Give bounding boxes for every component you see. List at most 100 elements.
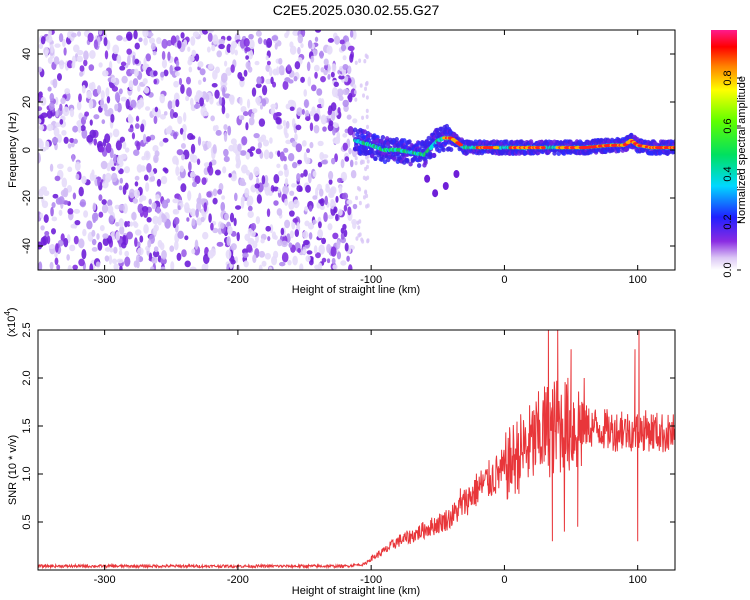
- spectrogram-cell: [286, 64, 291, 72]
- spectrogram-cell: [71, 153, 75, 162]
- spectrogram-cell: [82, 228, 87, 237]
- spectrogram-cell: [126, 220, 131, 227]
- spectrogram-cell: [60, 233, 65, 243]
- spectrogram-cell: [81, 128, 88, 139]
- spectrogram-cell: [233, 217, 237, 227]
- spectrogram-cell: [50, 228, 56, 235]
- spectrogram-cell: [277, 150, 281, 157]
- spectrogram-cell: [257, 141, 262, 149]
- snr-x-tick-label: -100: [360, 574, 382, 586]
- spectrogram-cell: [266, 37, 273, 48]
- spectrogram-cell: [261, 98, 267, 107]
- spectrogram-cell: [182, 112, 187, 122]
- snr-series-line: [38, 330, 675, 570]
- spectrogram-cell: [320, 67, 325, 73]
- spectrogram-cell: [78, 238, 85, 249]
- colorbar-gradient: [711, 30, 737, 270]
- spectrogram-cell: [72, 125, 79, 133]
- spectrogram-cell: [313, 113, 320, 122]
- spectrogram-cell: [236, 158, 242, 167]
- spectrogram-cell: [38, 106, 43, 112]
- spectrogram-cell: [364, 81, 368, 87]
- spectrogram-cell: [72, 192, 77, 200]
- spectrogram-cell: [287, 153, 295, 162]
- spectrogram-cell: [321, 237, 327, 245]
- spectrogram-cell: [103, 103, 108, 112]
- snr-y-tick-label: 2.0: [21, 370, 33, 385]
- snr-marks: [38, 330, 675, 570]
- spectrogram-cell: [224, 60, 228, 67]
- spectrogram-cell: [42, 235, 48, 246]
- spectrogram-cell: [354, 155, 358, 161]
- spectrogram-cell: [98, 145, 105, 153]
- spectrogram-cell: [116, 258, 124, 264]
- spectrogram-cell: [54, 257, 59, 266]
- spectrogram-cell: [240, 105, 247, 113]
- spectrogram-cell: [120, 96, 127, 102]
- spectrogram-cell: [336, 251, 342, 260]
- spectrogram-cell: [69, 244, 76, 252]
- spectrogram-cell: [133, 149, 140, 157]
- spectrogram-cell: [331, 63, 337, 73]
- spectrogram-cell: [194, 53, 200, 62]
- spectrogram-cell: [250, 112, 255, 119]
- spectrogram-cell: [359, 83, 363, 88]
- spectrogram-cell: [131, 211, 137, 221]
- spectrogram-cell: [258, 118, 266, 127]
- spectrogram-cell: [214, 89, 220, 99]
- spectrogram-cell: [160, 257, 167, 265]
- spectrogram-cell: [84, 111, 90, 117]
- spectrogram-cell: [167, 100, 173, 110]
- spectrogram-cell: [139, 235, 144, 243]
- spectrogram-cell: [278, 170, 284, 176]
- spectrogram-cell: [276, 66, 280, 76]
- spectrogram-cell: [164, 168, 169, 174]
- spectrogram-cell: [153, 115, 158, 125]
- spectrogram-cell: [317, 161, 323, 168]
- spectrogram-cell: [494, 146, 500, 150]
- spectrogram-cell: [207, 30, 214, 33]
- spectrogram-cell: [392, 156, 397, 162]
- spectrogram-cell: [296, 221, 300, 231]
- spectrogram-cell: [228, 173, 232, 178]
- spectrogram-cell: [86, 91, 93, 100]
- spectrogram-cell: [54, 175, 61, 182]
- spectrogram-cell: [70, 223, 76, 229]
- spectrogram-cell: [55, 110, 59, 118]
- spectrogram-cell: [190, 171, 196, 178]
- spectrogram-cell: [323, 58, 329, 66]
- spectrogram-cell: [276, 163, 281, 169]
- spectrogram-cell: [43, 214, 49, 223]
- spectrogram-cell: [56, 264, 61, 270]
- spectrogram-cell: [264, 252, 271, 260]
- spectrogram-cell: [248, 33, 254, 40]
- spectrogram-cell: [343, 229, 348, 238]
- snr-x-tick-label: -200: [227, 574, 249, 586]
- spectrogram-cell: [147, 239, 152, 248]
- spectrogram-cell: [47, 57, 53, 64]
- spectrogram-cell: [249, 39, 255, 50]
- spectrogram-cell: [170, 261, 175, 270]
- spectrogram-cell: [159, 114, 166, 120]
- spectrogram-cell: [357, 233, 361, 238]
- spectrogram-cell: [181, 249, 187, 258]
- spectrogram-cell: [132, 78, 139, 86]
- spectrogram-cell: [115, 221, 120, 227]
- spectrogram-x-label: Height of straight line (km): [292, 284, 420, 296]
- spectrogram-cell: [93, 138, 98, 146]
- spectrogram-cell: [61, 38, 66, 48]
- spectrogram-cell: [136, 141, 141, 151]
- spectrogram-cell: [130, 99, 137, 109]
- spectrogram-cell: [305, 184, 311, 193]
- spectrogram-cell: [81, 175, 87, 184]
- spectrogram-cell: [76, 55, 84, 63]
- spectrogram-cell: [197, 61, 204, 68]
- spectrogram-cell: [240, 164, 248, 174]
- spectrogram-cell: [191, 49, 197, 57]
- spectrogram-cell: [92, 202, 97, 211]
- spectrogram-cell: [366, 175, 370, 180]
- spectrogram-cell: [51, 216, 58, 222]
- spectrogram-cell: [333, 122, 340, 129]
- spectrogram-cell: [223, 148, 229, 157]
- spectrogram-cell: [134, 237, 138, 248]
